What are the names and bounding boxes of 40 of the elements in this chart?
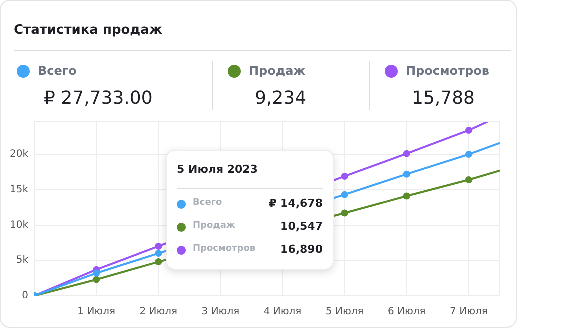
legend-label: Всего — [193, 198, 222, 208]
point — [341, 210, 348, 217]
annotation: 5 Июля 2023 — [177, 163, 258, 176]
legend-label: Просмотров — [193, 244, 256, 254]
text: Продаж — [249, 64, 306, 78]
annotation: 10,547 — [280, 220, 323, 233]
point — [465, 176, 472, 184]
annotation: 16,890 — [280, 243, 323, 256]
annotation: ₽ 14,678 — [269, 197, 323, 210]
point — [465, 151, 472, 158]
point — [403, 192, 410, 200]
point — [155, 242, 162, 250]
x-tick-label: 5 Июля — [326, 306, 364, 318]
point — [93, 270, 100, 277]
chart-title: Статистика продаж — [14, 23, 162, 38]
point — [155, 258, 162, 266]
text: Просмотров — [406, 64, 490, 78]
x-tick-label: 7 Июля — [450, 306, 488, 318]
y-tick-label: 15k — [10, 184, 29, 196]
x-tick-label: 6 Июля — [388, 306, 426, 318]
text: ₽ 27,733.00 — [44, 88, 153, 109]
y-tick-label: 10k — [10, 220, 29, 231]
text: Всего — [38, 64, 77, 78]
y-tick-label: 0 — [22, 290, 29, 302]
point — [403, 170, 410, 178]
point — [465, 126, 472, 134]
x-tick-label: 1 Июля — [78, 306, 116, 318]
y-tick-label: 5k — [16, 255, 29, 266]
point — [403, 150, 410, 158]
x-tick-label: 4 Июля — [264, 306, 302, 318]
x-tick-label: 2 Июля — [140, 306, 178, 318]
point — [93, 276, 100, 284]
point — [341, 172, 348, 180]
legend-label: Продаж — [193, 221, 236, 231]
point — [155, 250, 162, 258]
text: 15,788 — [412, 88, 475, 109]
point — [341, 191, 348, 198]
x-tick-label: 3 Июля — [202, 306, 240, 318]
text: 9,234 — [255, 88, 307, 109]
y-tick-label: 20k — [10, 149, 29, 160]
